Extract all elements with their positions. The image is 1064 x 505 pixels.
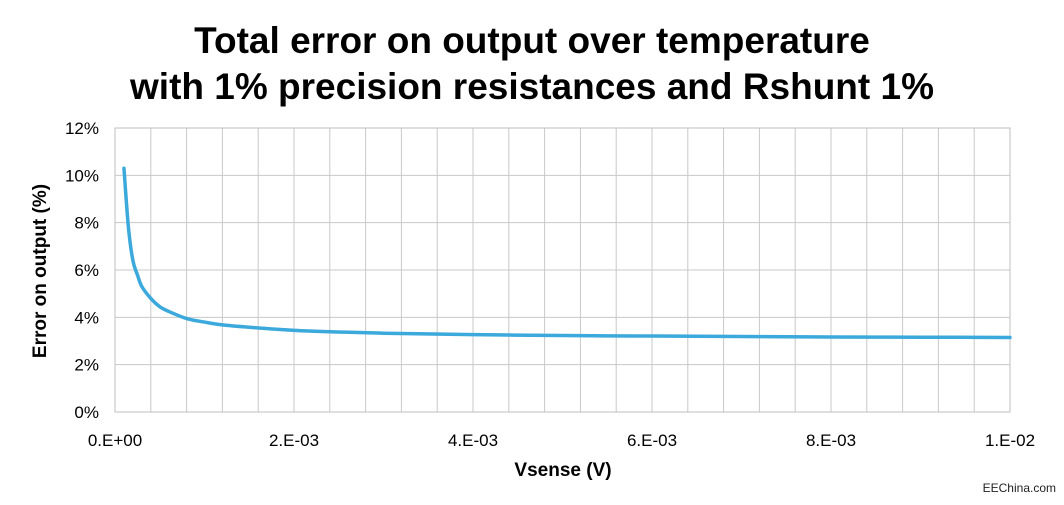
y-tick-label: 12%	[65, 119, 99, 138]
series-line	[122, 166, 1012, 340]
y-tick-label: 8%	[74, 214, 99, 233]
watermark: EEChina.com	[982, 481, 1056, 495]
x-tick-label: 1.E-02	[985, 431, 1035, 450]
x-tick-label: 4.E-03	[448, 431, 498, 450]
chart-title-line-2: with 1% precision resistances and Rshunt…	[130, 66, 934, 107]
x-axis-ticks: 0.E+00 2.E-03 4.E-03 6.E-03 8.E-03 1.E-02	[88, 431, 1035, 450]
y-tick-label: 4%	[74, 308, 99, 327]
y-axis-ticks: 0% 2% 4% 6% 8% 10% 12%	[65, 119, 99, 422]
x-axis-label: Vsense (V)	[514, 460, 611, 481]
x-tick-label: 6.E-03	[627, 431, 677, 450]
plot-area-border	[114, 127, 1011, 413]
y-tick-label: 0%	[74, 403, 99, 422]
grid-lines	[115, 128, 1010, 412]
chart-title-line-1: Total error on output over temperature	[194, 20, 870, 61]
chart-title: Total error on output over temperature w…	[0, 18, 1064, 110]
series-layer	[122, 166, 1012, 340]
x-tick-label: 8.E-03	[806, 431, 856, 450]
y-tick-label: 10%	[65, 166, 99, 185]
y-axis-label: Error on output (%)	[30, 184, 51, 358]
x-tick-label: 2.E-03	[269, 431, 319, 450]
x-tick-label: 0.E+00	[88, 431, 142, 450]
y-tick-label: 2%	[74, 356, 99, 375]
y-tick-label: 6%	[74, 261, 99, 280]
